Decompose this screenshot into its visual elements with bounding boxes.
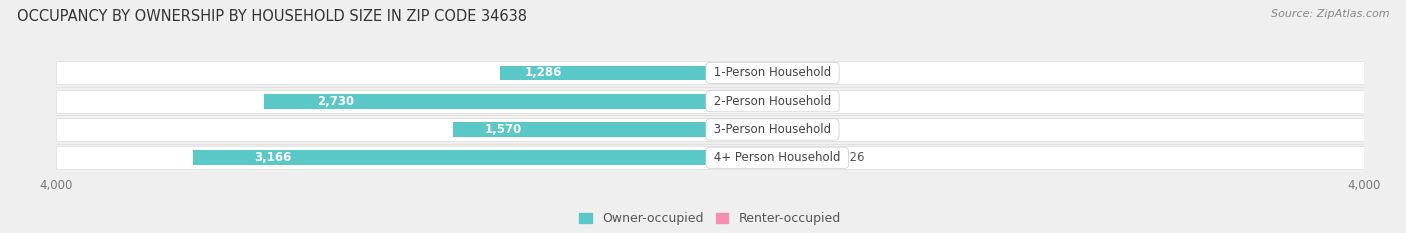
Legend: Owner-occupied, Renter-occupied: Owner-occupied, Renter-occupied xyxy=(575,207,845,230)
Text: 2,730: 2,730 xyxy=(318,95,354,108)
Text: Source: ZipAtlas.com: Source: ZipAtlas.com xyxy=(1271,9,1389,19)
Text: 1,286: 1,286 xyxy=(524,66,562,79)
Bar xyxy=(56,118,1364,141)
Text: 1-Person Household: 1-Person Household xyxy=(710,66,835,79)
Bar xyxy=(56,61,1364,85)
Bar xyxy=(710,122,793,137)
Bar xyxy=(453,122,710,137)
Text: 726: 726 xyxy=(842,151,865,164)
Bar xyxy=(56,90,1364,113)
Bar xyxy=(56,146,1364,169)
Text: 2-Person Household: 2-Person Household xyxy=(710,95,835,108)
Bar xyxy=(264,94,710,109)
Bar xyxy=(710,151,828,165)
Text: 511: 511 xyxy=(807,123,830,136)
Text: 4+ Person Household: 4+ Person Household xyxy=(710,151,844,164)
Text: 282: 282 xyxy=(769,95,792,108)
Text: 1,570: 1,570 xyxy=(484,123,522,136)
Text: 3-Person Household: 3-Person Household xyxy=(710,123,835,136)
Text: OCCUPANCY BY OWNERSHIP BY HOUSEHOLD SIZE IN ZIP CODE 34638: OCCUPANCY BY OWNERSHIP BY HOUSEHOLD SIZE… xyxy=(17,9,527,24)
Bar xyxy=(710,65,803,80)
Bar xyxy=(193,151,710,165)
Bar xyxy=(501,65,710,80)
Text: 3,166: 3,166 xyxy=(254,151,292,164)
Bar xyxy=(710,94,756,109)
Text: 567: 567 xyxy=(815,66,838,79)
